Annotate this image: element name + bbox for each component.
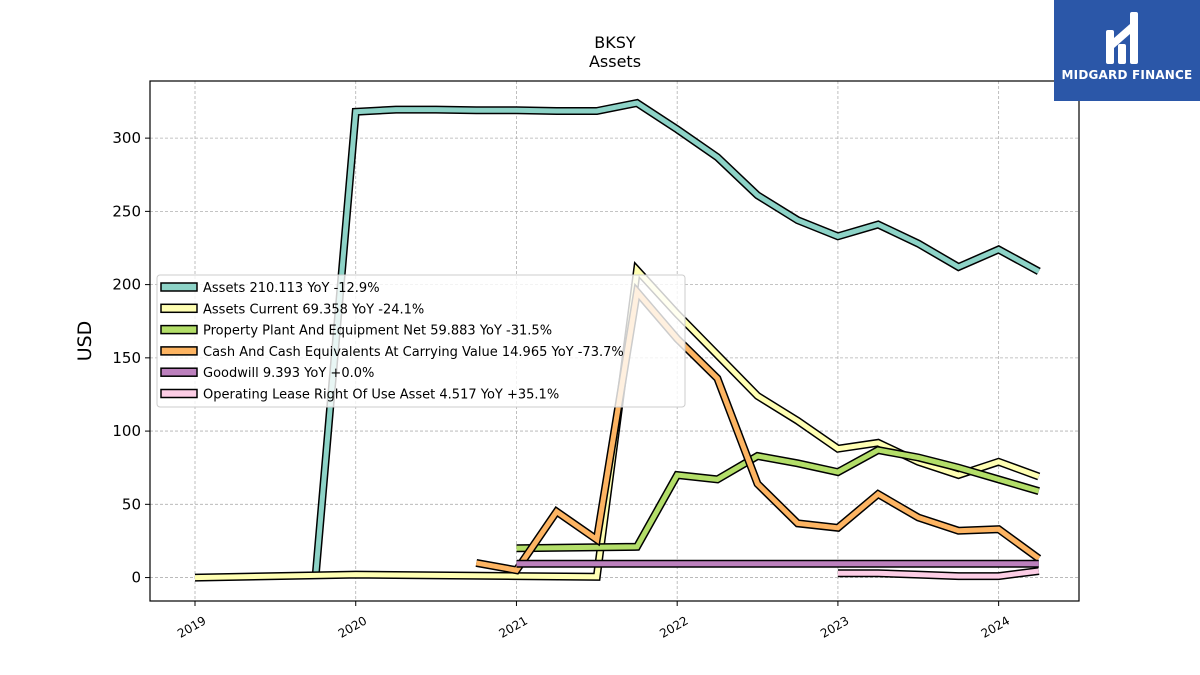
y-tick-label: 100 [112, 422, 141, 440]
legend: Assets 210.113 YoY -12.9% Assets Current … [156, 274, 686, 408]
series-line [475, 286, 1041, 573]
legend-entry: Assets Current 69.358 YoY -24.1% [203, 302, 424, 317]
y-tick-label: 50 [122, 495, 141, 513]
x-tick-label: 2021 [497, 613, 530, 640]
series-line [837, 568, 1040, 579]
series-line [516, 447, 1040, 551]
legend-swatch [160, 367, 198, 377]
y-tick-label: 150 [112, 349, 141, 367]
x-tick-label: 2019 [175, 613, 208, 640]
plot-frame [149, 80, 1080, 602]
chart-title: BKSY [594, 33, 636, 52]
y-tick-label: 300 [112, 129, 141, 147]
chart-subtitle: Assets [589, 52, 641, 71]
series-line [194, 264, 1040, 581]
legend-swatch [160, 303, 198, 314]
brand-logo: MIDGARD FINANCE [1054, 0, 1200, 101]
series-assets [311, 98, 1041, 578]
legend-entry: Cash And Cash Equivalents At Carrying Va… [203, 345, 624, 360]
legend-swatch [160, 388, 198, 399]
legend-swatch [160, 282, 198, 292]
brand-icon [1106, 12, 1138, 64]
series-cash-and-cash-equivalents-at-carrying-value [475, 282, 1042, 575]
y-tick-label: 250 [112, 202, 141, 220]
legend-box [156, 274, 686, 408]
x-tick-label: 2022 [657, 613, 690, 640]
y-axis-label: USD [74, 321, 96, 362]
series-property-plant-and-equipment-net [516, 445, 1040, 553]
legend-entry: Assets 210.113 YoY -12.9% [203, 281, 380, 296]
x-tick-label: 2024 [979, 613, 1012, 640]
series-assets-current [194, 260, 1041, 582]
legend-swatch [160, 324, 198, 335]
legend-entry: Goodwill 9.393 YoY +0.0% [203, 366, 374, 381]
legend-entry: Operating Lease Right Of Use Asset 4.517… [203, 388, 559, 403]
series-operating-lease-right-of-use-asset [837, 567, 1040, 581]
y-tick-label: 0 [131, 569, 141, 587]
x-tick-label: 2023 [818, 613, 851, 640]
legend-entry: Property Plant And Equipment Net 59.883 … [203, 324, 552, 339]
brand-name: MIDGARD FINANCE [1061, 68, 1193, 82]
legend-swatch [160, 346, 198, 356]
series-layer [194, 98, 1042, 582]
x-tick-label: 2020 [336, 613, 369, 640]
series-line [313, 100, 1040, 578]
y-tick-label: 200 [112, 276, 141, 294]
